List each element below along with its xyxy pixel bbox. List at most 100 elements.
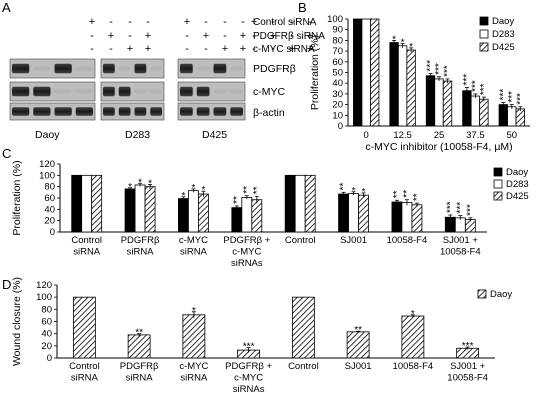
- x-tick-label: Control: [288, 361, 319, 372]
- matrix-sign: +: [127, 43, 133, 55]
- x-tick-label: 37.5: [466, 130, 485, 141]
- bar: [479, 98, 489, 127]
- x-tick-label: PDGFRβ: [121, 235, 160, 246]
- y-tick-label: 100: [36, 292, 52, 303]
- bar: [425, 75, 436, 127]
- bar: [401, 315, 425, 359]
- blot-band: [75, 107, 93, 116]
- blot-band: [180, 86, 193, 97]
- y-axis-label: Proliferation (%): [11, 160, 23, 235]
- matrix-sign: -: [241, 16, 245, 28]
- bar: [370, 18, 380, 127]
- cmyc-blot-background: [9, 81, 96, 102]
- bar: [515, 108, 525, 127]
- legend-swatch: [479, 16, 489, 26]
- blot-label: β-actin: [253, 107, 285, 119]
- bar: [389, 42, 399, 127]
- bar: [182, 314, 206, 359]
- bar: [401, 202, 413, 233]
- bar: [464, 219, 476, 233]
- matrix-sign: -: [223, 16, 227, 28]
- blot-band: [33, 86, 51, 97]
- legend-label: D425: [506, 191, 529, 202]
- bar: [251, 199, 263, 233]
- matrix-sign: -: [271, 16, 275, 28]
- matrix-sign: -: [252, 43, 256, 55]
- matrix-sign: -: [290, 16, 294, 28]
- blot-band: [150, 107, 162, 116]
- significance-mark: *: [148, 178, 152, 189]
- matrix-sign: -: [90, 30, 94, 42]
- matrix-sign: +: [145, 30, 151, 42]
- cmyc-blot-background: [100, 81, 165, 102]
- blot-band: [134, 107, 147, 116]
- significance-mark: ***: [455, 202, 466, 214]
- cell-line-label: D283: [125, 129, 150, 141]
- x-tick-label: 12.5: [393, 130, 412, 141]
- y-axis-label: Proliferation (%): [309, 35, 321, 110]
- bar: [397, 45, 408, 127]
- matrix-sign: -: [271, 43, 275, 55]
- matrix-sign: +: [307, 30, 313, 42]
- x-tick-label: SJ001 +: [450, 361, 486, 372]
- matrix-sign: +: [203, 30, 209, 42]
- matrix-sign: -: [109, 16, 113, 28]
- y-tick-label: 80: [41, 304, 52, 315]
- matrix-sign: -: [204, 16, 208, 28]
- y-tick-label: 20: [332, 100, 343, 111]
- y-tick-label: 40: [41, 329, 52, 340]
- significance-mark: ***: [434, 63, 445, 75]
- panel-d-label: D: [2, 277, 11, 292]
- significance-mark: ***: [445, 201, 456, 213]
- bar: [188, 190, 199, 233]
- x-tick-label: 10058-F4: [440, 247, 481, 258]
- y-tick-label: 100: [327, 14, 343, 25]
- significance-mark: **: [392, 190, 403, 198]
- x-axis-label: c-MYC inhibitor (10058-F4, μM): [365, 141, 512, 153]
- blot-images: PDGFRβ c-MYC β-actin Daoy D283 D425: [9, 58, 296, 141]
- significance-mark: ***: [462, 74, 473, 86]
- treatment-matrix: + - - - + - - - + - - -Control siRNA- + - + - + - + - + - +PDG…: [89, 16, 325, 55]
- matrix-sign: +: [240, 30, 246, 42]
- x-tick-label: PDGFRβ +: [223, 235, 270, 246]
- y-tick-label: 60: [41, 317, 52, 328]
- significance-mark: ***: [470, 80, 481, 92]
- bactin-blot-background: [100, 102, 165, 121]
- blot-band: [103, 63, 115, 74]
- blot-band: [180, 107, 193, 116]
- x-tick-label: c-MYC: [234, 373, 263, 384]
- x-tick-label: Control: [69, 361, 100, 372]
- cell-line-label: Daoy: [35, 129, 60, 141]
- blot-band: [12, 86, 30, 97]
- blot-band: [213, 107, 227, 116]
- blot-band: [150, 66, 162, 71]
- bar: [284, 174, 296, 233]
- significance-mark: *: [128, 182, 132, 193]
- matrix-sign: +: [89, 16, 95, 28]
- x-tick-label: SJ001 +: [443, 235, 479, 246]
- x-tick-label: siRNA: [127, 247, 155, 258]
- legend-label: Daoy: [490, 289, 512, 300]
- legend-swatch: [493, 167, 503, 177]
- matrix-sign: +: [240, 43, 246, 55]
- blot-band: [213, 89, 227, 94]
- matrix-row-label: Control siRNA: [253, 17, 317, 28]
- significance-mark: **: [232, 196, 243, 204]
- significance-mark: *: [181, 191, 185, 202]
- y-tick-label: 120: [39, 159, 55, 170]
- bar: [411, 204, 423, 233]
- legend-swatch: [477, 289, 487, 299]
- bar: [406, 49, 416, 127]
- legend-swatch: [479, 29, 489, 39]
- bar: [361, 18, 371, 127]
- matrix-sign: -: [223, 30, 227, 42]
- bar: [71, 174, 83, 233]
- y-tick-label: 0: [50, 227, 55, 238]
- bactin-blot-background: [177, 102, 246, 121]
- blot-band: [118, 66, 131, 71]
- matrix-sign: -: [252, 30, 256, 42]
- bar: [231, 207, 243, 233]
- significance-mark: *: [352, 186, 356, 197]
- significance-mark: ***: [443, 65, 454, 77]
